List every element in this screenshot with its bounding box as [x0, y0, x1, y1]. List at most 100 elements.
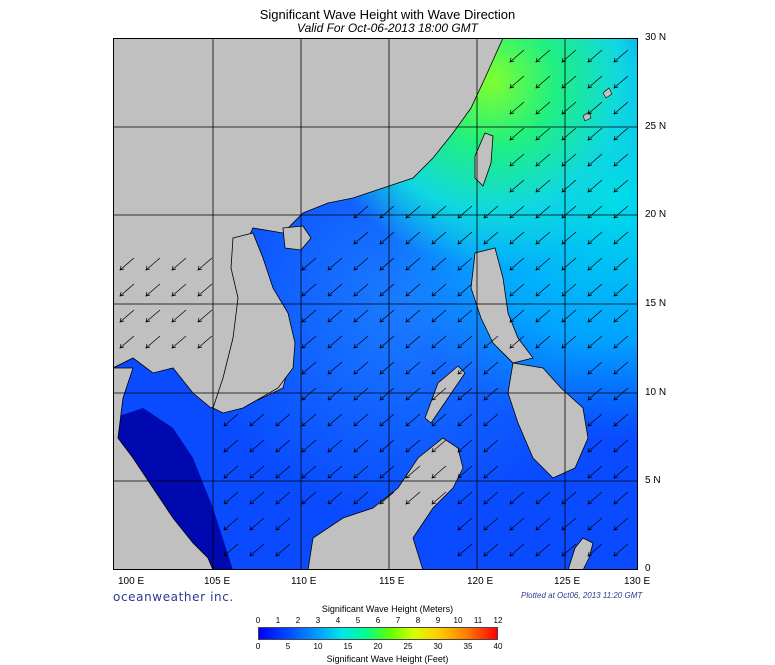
wave-arrow: [483, 543, 499, 557]
wave-arrow-head: [223, 473, 229, 479]
wave-arrow: [301, 361, 317, 375]
wave-arrow-head: [171, 291, 177, 297]
wave-arrow-head: [431, 317, 437, 323]
wave-arrow-head: [483, 473, 489, 479]
wave-arrow: [483, 491, 499, 505]
wave-arrow-head: [613, 473, 619, 479]
luzon-island: [470, 247, 534, 364]
wave-arrow: [327, 387, 343, 401]
colorbar-meters-tick-label: 5: [355, 616, 361, 625]
wave-arrow: [483, 465, 499, 479]
wave-arrow-head: [587, 343, 593, 349]
wave-arrow-head: [457, 213, 463, 219]
wave-arrow: [561, 153, 577, 167]
wave-arrow-head: [197, 343, 203, 349]
wave-arrow-head: [327, 265, 333, 271]
wave-arrow-head: [561, 291, 567, 297]
lon-label-110: 110 E: [291, 576, 317, 587]
wave-arrow: [457, 335, 473, 349]
colorbar-meters-tick-label: 11: [473, 616, 483, 625]
wave-arrow: [613, 413, 629, 427]
wave-arrow: [483, 439, 499, 453]
wave-arrow: [405, 257, 421, 271]
wave-arrow: [535, 335, 551, 349]
wave-arrow: [483, 517, 499, 531]
colorbar-meters-tick-label: 10: [453, 616, 463, 625]
wave-arrow-head: [457, 447, 463, 453]
wave-arrow: [457, 517, 473, 531]
wave-arrow-head: [561, 57, 567, 63]
wave-arrow: [535, 179, 551, 193]
wave-arrow-head: [249, 551, 255, 557]
colorbar-feet-tick-label: 15: [343, 642, 353, 651]
wave-arrow: [509, 517, 525, 531]
wave-arrow: [145, 257, 161, 271]
wave-arrow: [171, 335, 187, 349]
colorbar-meters-tick-label: 0: [255, 616, 261, 625]
wave-arrow: [119, 283, 135, 297]
wave-arrow-head: [509, 525, 515, 531]
wave-arrow-head: [613, 395, 619, 401]
wave-arrow: [509, 101, 525, 115]
wave-arrow: [405, 439, 421, 453]
wave-arrow: [587, 101, 603, 115]
wave-arrow: [535, 127, 551, 141]
wave-arrow: [613, 387, 629, 401]
wave-arrow-head: [613, 343, 619, 349]
wave-arrow-head: [561, 499, 567, 505]
wave-arrow: [457, 283, 473, 297]
colorbar-feet-tick-label: 5: [285, 642, 291, 651]
wave-arrow: [275, 491, 291, 505]
wave-arrow-head: [379, 447, 385, 453]
wave-arrow: [509, 491, 525, 505]
wave-arrow-head: [379, 343, 385, 349]
wave-arrow-head: [587, 395, 593, 401]
wave-arrow-head: [405, 369, 411, 375]
wave-arrow: [535, 231, 551, 245]
wave-arrow: [405, 413, 421, 427]
colorbar-meters-tick-label: 2: [295, 616, 301, 625]
wave-arrow: [353, 439, 369, 453]
wave-arrow-head: [405, 213, 411, 219]
wave-arrow-head: [197, 265, 203, 271]
wave-arrow: [509, 543, 525, 557]
wave-arrow-head: [327, 369, 333, 375]
wave-arrow: [613, 101, 629, 115]
wave-arrow: [353, 231, 369, 245]
wave-arrow: [561, 49, 577, 63]
wave-arrow-head: [379, 421, 385, 427]
wave-arrow-head: [509, 57, 515, 63]
wave-arrow-head: [353, 447, 359, 453]
wave-arrow-head: [561, 109, 567, 115]
wave-arrow: [457, 491, 473, 505]
wave-arrow-head: [301, 369, 307, 375]
wave-arrow-head: [327, 473, 333, 479]
wave-arrow: [483, 231, 499, 245]
wave-arrow: [327, 361, 343, 375]
wave-arrow-head: [613, 83, 619, 89]
brand-logo: oceanweather inc.: [113, 590, 234, 604]
palawan-island: [424, 365, 466, 424]
wave-arrow-head: [535, 499, 541, 505]
wave-arrow-head: [379, 473, 385, 479]
wave-arrow: [431, 387, 447, 401]
wave-arrow-head: [587, 187, 593, 193]
wave-arrow: [197, 309, 213, 323]
wave-arrow: [379, 205, 395, 219]
wave-arrow: [431, 439, 447, 453]
wave-arrow-head: [613, 109, 619, 115]
wave-arrow: [379, 257, 395, 271]
wave-arrow-head: [223, 525, 229, 531]
wave-arrow-head: [613, 57, 619, 63]
wave-arrow: [379, 309, 395, 323]
wave-arrow-head: [327, 421, 333, 427]
wave-arrow: [483, 387, 499, 401]
ryukyu-islands: [582, 87, 613, 122]
wave-arrow: [223, 517, 239, 531]
lat-label-10: 10 N: [645, 387, 667, 398]
wave-arrow: [353, 491, 369, 505]
wave-arrow: [613, 49, 629, 63]
colorbar-feet-tick-label: 35: [463, 642, 473, 651]
wave-arrow-head: [613, 525, 619, 531]
wave-arrow-head: [457, 525, 463, 531]
